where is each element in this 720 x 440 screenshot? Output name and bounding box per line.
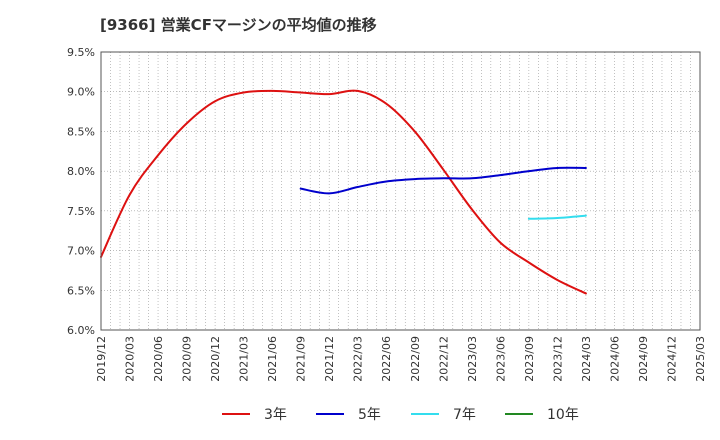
- series-line-1: [100, 89, 587, 295]
- x-tick-label: 2022/06: [380, 336, 393, 382]
- y-tick-label: 9.0%: [67, 86, 95, 99]
- grid-layer: [100, 51, 701, 331]
- x-tick-label: 2023/12: [551, 336, 564, 382]
- legend-label-4: 10年: [547, 407, 579, 423]
- x-tick-label: 2021/06: [266, 336, 279, 382]
- legend-label-1: 3年: [264, 407, 287, 423]
- y-tick-label: 9.5%: [67, 46, 95, 59]
- series-line-2: [299, 166, 587, 195]
- x-tick-label: 2020/09: [181, 336, 194, 382]
- series-layer: [100, 89, 587, 295]
- x-tick-label: 2020/06: [152, 336, 165, 382]
- x-tick-label: 2024/03: [580, 336, 593, 382]
- plot-frame: [100, 51, 701, 331]
- x-tick-label: 2020/12: [209, 336, 222, 382]
- y-tick-label: 6.0%: [67, 324, 95, 337]
- x-tick-label: 2023/03: [466, 336, 479, 382]
- x-tick-label: 2019/12: [95, 336, 108, 382]
- y-tick-label: 7.5%: [67, 205, 95, 218]
- legend-label-2: 5年: [358, 407, 381, 423]
- x-tick-label: 2025/03: [694, 336, 707, 382]
- x-tick-label: 2022/09: [409, 336, 422, 382]
- y-tick-label: 8.0%: [67, 165, 95, 178]
- legend-label-3: 7年: [453, 407, 476, 423]
- x-tick-label: 2022/03: [352, 336, 365, 382]
- y-tick-label: 6.5%: [67, 284, 95, 297]
- chart-title: [9366] 営業CFマージンの平均値の推移: [100, 16, 377, 34]
- y-tick-label: 7.0%: [67, 245, 95, 258]
- x-tick-label: 2022/12: [437, 336, 450, 382]
- y-tick-label: 8.5%: [67, 125, 95, 138]
- x-tick-label: 2023/09: [523, 336, 536, 382]
- legend: 3年 5年 7年 10年: [222, 407, 579, 423]
- x-tick-label: 2021/12: [323, 336, 336, 382]
- x-tick-label: 2024/06: [608, 336, 621, 382]
- series-line-3: [527, 214, 587, 220]
- axis-layer: 6.0% 6.5% 7.0% 7.5% 8.0% 8.5% 9.0% 9.5% 2019/12 2…: [67, 46, 707, 382]
- x-tick-label: 2024/09: [637, 336, 650, 382]
- x-tick-label: 2023/06: [494, 336, 507, 382]
- x-tick-label: 2020/03: [124, 336, 137, 382]
- x-tick-label: 2021/03: [238, 336, 251, 382]
- x-tick-label: 2021/09: [295, 336, 308, 382]
- x-tick-label: 2024/12: [665, 336, 678, 382]
